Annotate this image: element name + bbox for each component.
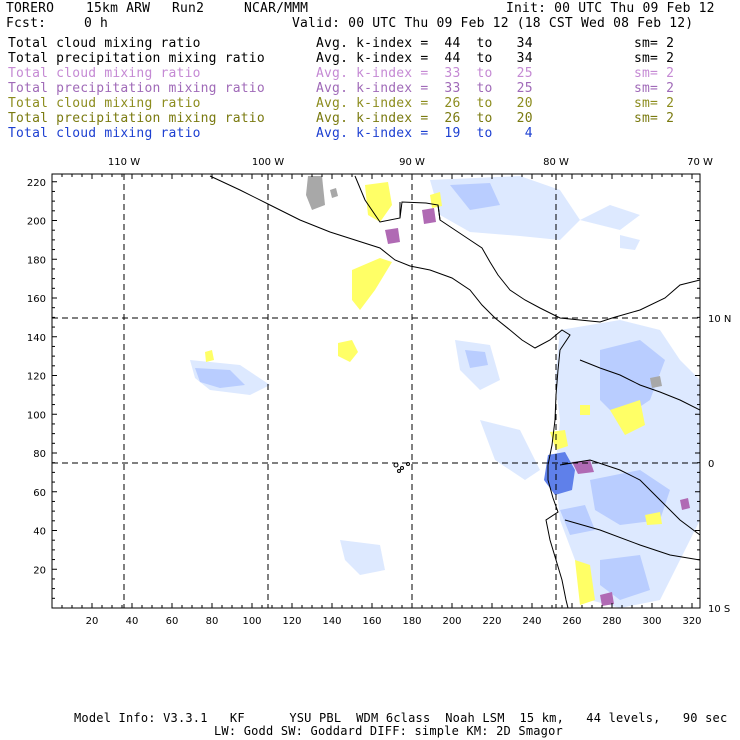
org-label: NCAR/MMM [244,1,309,16]
lon-label: 100 W [252,157,284,168]
y-tick-label: 160 [27,294,46,305]
y-tick-label: 40 [33,527,46,538]
legend-range: Avg. k-index = 19 to 4 [316,126,533,141]
tick-labels: 20 40 60 80 100 120 140 160 180 200 220 240 260 280 30… [27,157,731,627]
lat-label: 10 S [708,604,730,615]
footer-physics-info: LW: Godd SW: Goddard DIFF: simple KM: 2D… [214,724,563,738]
legend-field: Total precipitation mixing ratio [8,51,265,66]
x-tick-label: 300 [642,616,661,627]
legend-range: Avg. k-index = 44 to 34 [316,36,533,51]
footer-model-info: Model Info: V3.3.1 KF YSU PBL WDM 6class… [74,711,728,725]
y-tick-label: 180 [27,255,46,266]
lat-label: 10 N [708,314,731,325]
legend-sm: sm= 2 [634,51,675,66]
y-tick-label: 140 [27,333,46,344]
y-tick-label: 200 [27,217,46,228]
legend-range: Avg. k-index = 33 to 25 [316,66,533,81]
legend-field: Total cloud mixing ratio [8,36,201,51]
field-shading [190,176,700,608]
legend-range: Avg. k-index = 44 to 34 [316,51,533,66]
lon-label: 90 W [399,157,425,168]
x-tick-label: 40 [126,616,139,627]
fcst-label: Fcst: [6,16,47,31]
x-tick-label: 60 [166,616,179,627]
x-tick-label: 80 [206,616,219,627]
fcst-value: 0 h [84,16,109,31]
x-tick-label: 100 [242,616,261,627]
x-tick-label: 180 [402,616,421,627]
graticule [52,174,700,608]
init-time: Init: 00 UTC Thu 09 Feb 12 [506,1,715,16]
run-label: Run2 [172,1,205,16]
lon-label: 80 W [543,157,569,168]
legend-range: Avg. k-index = 26 to 20 [316,96,533,111]
x-tick-label: 140 [322,616,341,627]
legend-field: Total precipitation mixing ratio [8,81,265,96]
model-name: TORERO [6,1,55,16]
x-tick-label: 120 [282,616,301,627]
legend-field: Total cloud mixing ratio [8,96,201,111]
precip-yellow [205,182,662,605]
cloud-mixing-mid [195,183,670,600]
x-tick-label: 160 [362,616,381,627]
x-tick-label: 200 [442,616,461,627]
legend-range: Avg. k-index = 33 to 25 [316,81,533,96]
legend-field: Total precipitation mixing ratio [8,111,265,126]
lon-label: 110 W [108,157,140,168]
tick-marks [51,174,700,609]
legend-sm: sm= 2 [634,36,675,51]
cloud-mixing-light [190,176,700,608]
y-tick-label: 100 [27,410,46,421]
y-tick-label: 20 [33,565,46,576]
coastlines [209,175,700,608]
x-tick-label: 220 [482,616,501,627]
legend-field: Total cloud mixing ratio [8,126,201,141]
legend-sm: sm= 2 [634,81,675,96]
legend-sm: sm= 2 [634,66,675,81]
x-tick-label: 240 [522,616,541,627]
x-tick-label: 320 [682,616,701,627]
legend-sm: sm= 2 [634,111,675,126]
legend-field: Total cloud mixing ratio [8,66,201,81]
x-tick-label: 280 [602,616,621,627]
lat-label: 0 [708,459,714,470]
legend-sm: sm= 2 [634,96,675,111]
y-tick-label: 120 [27,372,46,383]
lon-label: 70 W [687,157,713,168]
y-tick-label: 80 [33,449,46,460]
legend-range: Avg. k-index = 26 to 20 [316,111,533,126]
model-resolution: 15km ARW [86,1,151,16]
y-tick-label: 60 [33,488,46,499]
x-tick-label: 260 [562,616,581,627]
plot-frame [51,173,701,609]
valid-time: Valid: 00 UTC Thu 09 Feb 12 (18 CST Wed … [292,16,694,31]
y-tick-label: 220 [27,178,46,189]
x-tick-label: 20 [86,616,99,627]
precip-gray [306,176,662,388]
